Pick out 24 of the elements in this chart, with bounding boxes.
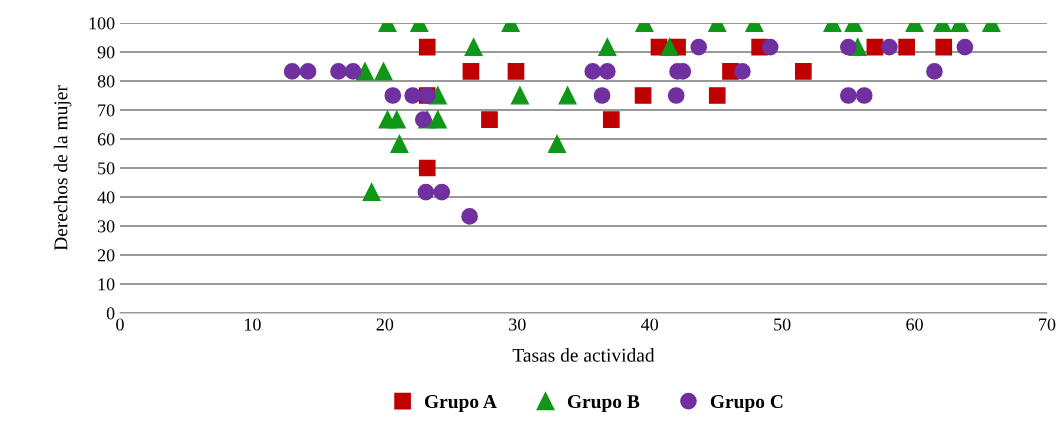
y-tick-label: 80 [97, 75, 115, 88]
x-tick-label: 30 [509, 318, 526, 331]
x-tick-label: 60 [906, 318, 923, 331]
x-axis-title: Tasas de actividad [512, 348, 655, 362]
y-tick-label: 90 [97, 46, 115, 59]
y-tick-label: 30 [97, 220, 115, 233]
y-tick-label: 70 [98, 104, 115, 117]
x-tick-label: 50 [774, 318, 791, 331]
x-tick-label: 20 [376, 318, 394, 331]
y-tick-label: 20 [97, 249, 115, 262]
y-tick-label: 50 [98, 162, 115, 175]
y-tick-label: 60 [97, 133, 115, 146]
y-tick-label: 0 [106, 307, 115, 320]
y-tick-label: 100 [89, 17, 115, 30]
x-tick-label: 70 [1039, 318, 1056, 331]
legend-label: Grupo B [567, 395, 640, 413]
legend-label: Grupo C [710, 395, 783, 413]
y-axis-title: Derechos de la mujer [53, 85, 72, 251]
legend-label: Grupo A [424, 395, 497, 413]
x-tick-label: 0 [116, 318, 124, 331]
x-tick-label: 40 [641, 318, 659, 331]
x-tick-label: 10 [244, 318, 261, 331]
y-tick-label: 10 [98, 278, 115, 291]
y-tick-label: 40 [97, 191, 115, 204]
